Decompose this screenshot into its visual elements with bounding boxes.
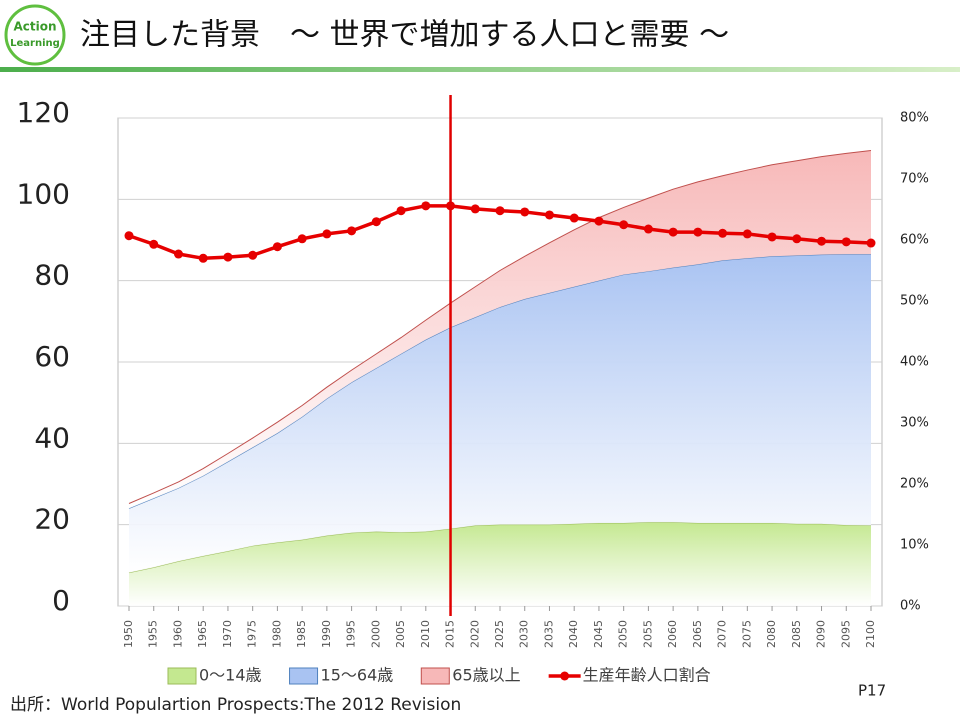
y2-tick-label: 20% [900,477,929,492]
source: 出所：World Populartion Prospects:The 2012 … [10,695,461,715]
x-tick-label: 2010 [419,620,432,648]
page-number: P17 [858,682,886,700]
area [129,254,871,573]
x-tick-label: 1985 [295,620,308,648]
legend-swatch [167,667,197,685]
line-point [347,226,357,236]
x-tick-label: 1955 [147,620,160,648]
line-point [322,229,332,239]
x-tick-label: 2095 [839,620,852,648]
line-point [470,204,480,214]
line-point [742,229,752,239]
line-point [495,206,505,216]
line-point [248,250,258,260]
x-tick-label: 2080 [765,620,778,648]
chart: 0204060801001200%10%20%30%40%50%60%70%80… [17,95,929,685]
slide-title: 注目した背景 ～ 世界で増加する人口と需要 ～ [80,18,729,53]
area [129,150,871,509]
x-tick-label: 2090 [815,620,828,648]
x-tick-label: 1960 [171,620,184,648]
line-point [124,231,134,241]
legend-swatch [560,671,570,681]
x-tick-label: 2020 [468,620,481,648]
line-point [594,216,604,226]
legend-swatch [420,667,450,685]
line-point [668,227,678,237]
line-point [569,213,579,223]
x-tick-label: 2065 [691,620,704,648]
line-point [396,206,406,216]
y2-tick-label: 40% [900,355,929,370]
line-point [223,252,233,262]
x-tick-label: 2070 [716,620,729,648]
x-tick-label: 1970 [221,620,234,648]
x-tick-label: 2030 [518,620,531,648]
legend-label: 65歳以上 [452,666,520,685]
x-tick-label: 2085 [790,620,803,648]
x-tick-label: 1965 [196,620,209,648]
y-tick-label: 0 [52,584,70,617]
y2-tick-label: 70% [900,172,929,187]
line-point [520,207,530,217]
x-tick-label: 1990 [320,620,333,648]
x-tick-label: 2040 [567,620,580,648]
x-tick-label: 1950 [122,620,135,648]
y2-tick-label: 0% [900,599,921,614]
header-rule [0,67,960,72]
legend-label: 生産年齢人口割合 [583,666,711,685]
logo [4,4,66,66]
legend-swatch [289,667,319,685]
x-tick-label: 2100 [864,620,877,648]
line-point [841,237,851,247]
y2-tick-label: 50% [900,294,929,309]
y2-tick-label: 60% [900,233,929,248]
line-point [198,253,208,263]
legend-label: 15～64歳 [321,666,394,685]
x-tick-label: 2075 [740,620,753,648]
x-tick-label: 2060 [666,620,679,648]
x-tick-label: 1980 [270,620,283,648]
x-tick-label: 2015 [444,620,457,648]
line-point [173,249,183,259]
y2-tick-label: 10% [900,538,929,553]
area-edge [128,150,872,504]
y-tick-label: 40 [34,421,70,454]
line-point [421,201,431,211]
x-tick-label: 2000 [369,620,382,648]
x-tick-label: 2005 [394,620,407,648]
line-point [297,234,307,244]
line-point [693,227,703,237]
x-tick-label: 2055 [641,620,654,648]
x-tick-label: 1995 [345,620,358,648]
line-point [643,224,653,234]
line-point [866,238,876,248]
x-tick-label: 2050 [617,620,630,648]
line-point [149,239,159,249]
logo-text: Action [13,20,56,34]
y-tick-label: 80 [34,259,70,292]
line-point [718,228,728,238]
x-tick-label: 2025 [493,620,506,648]
line-point [544,210,554,220]
y-tick-label: 20 [34,503,70,536]
y2-tick-label: 30% [900,416,929,431]
y-tick-label: 120 [17,96,70,129]
line-point [817,236,827,246]
y2-tick-label: 80% [900,111,929,126]
legend-label: 0～14歳 [199,666,262,685]
line-point [371,217,381,227]
line-point [792,234,802,244]
x-tick-label: 2035 [542,620,555,648]
x-tick-label: 1975 [246,620,259,648]
logo-text: Learning [10,38,60,49]
line-point [272,242,282,252]
line-point [619,220,629,230]
x-tick-label: 2045 [592,620,605,648]
line-point [767,232,777,242]
y-tick-label: 60 [34,340,70,373]
y-tick-label: 100 [17,177,70,210]
area [129,522,871,606]
